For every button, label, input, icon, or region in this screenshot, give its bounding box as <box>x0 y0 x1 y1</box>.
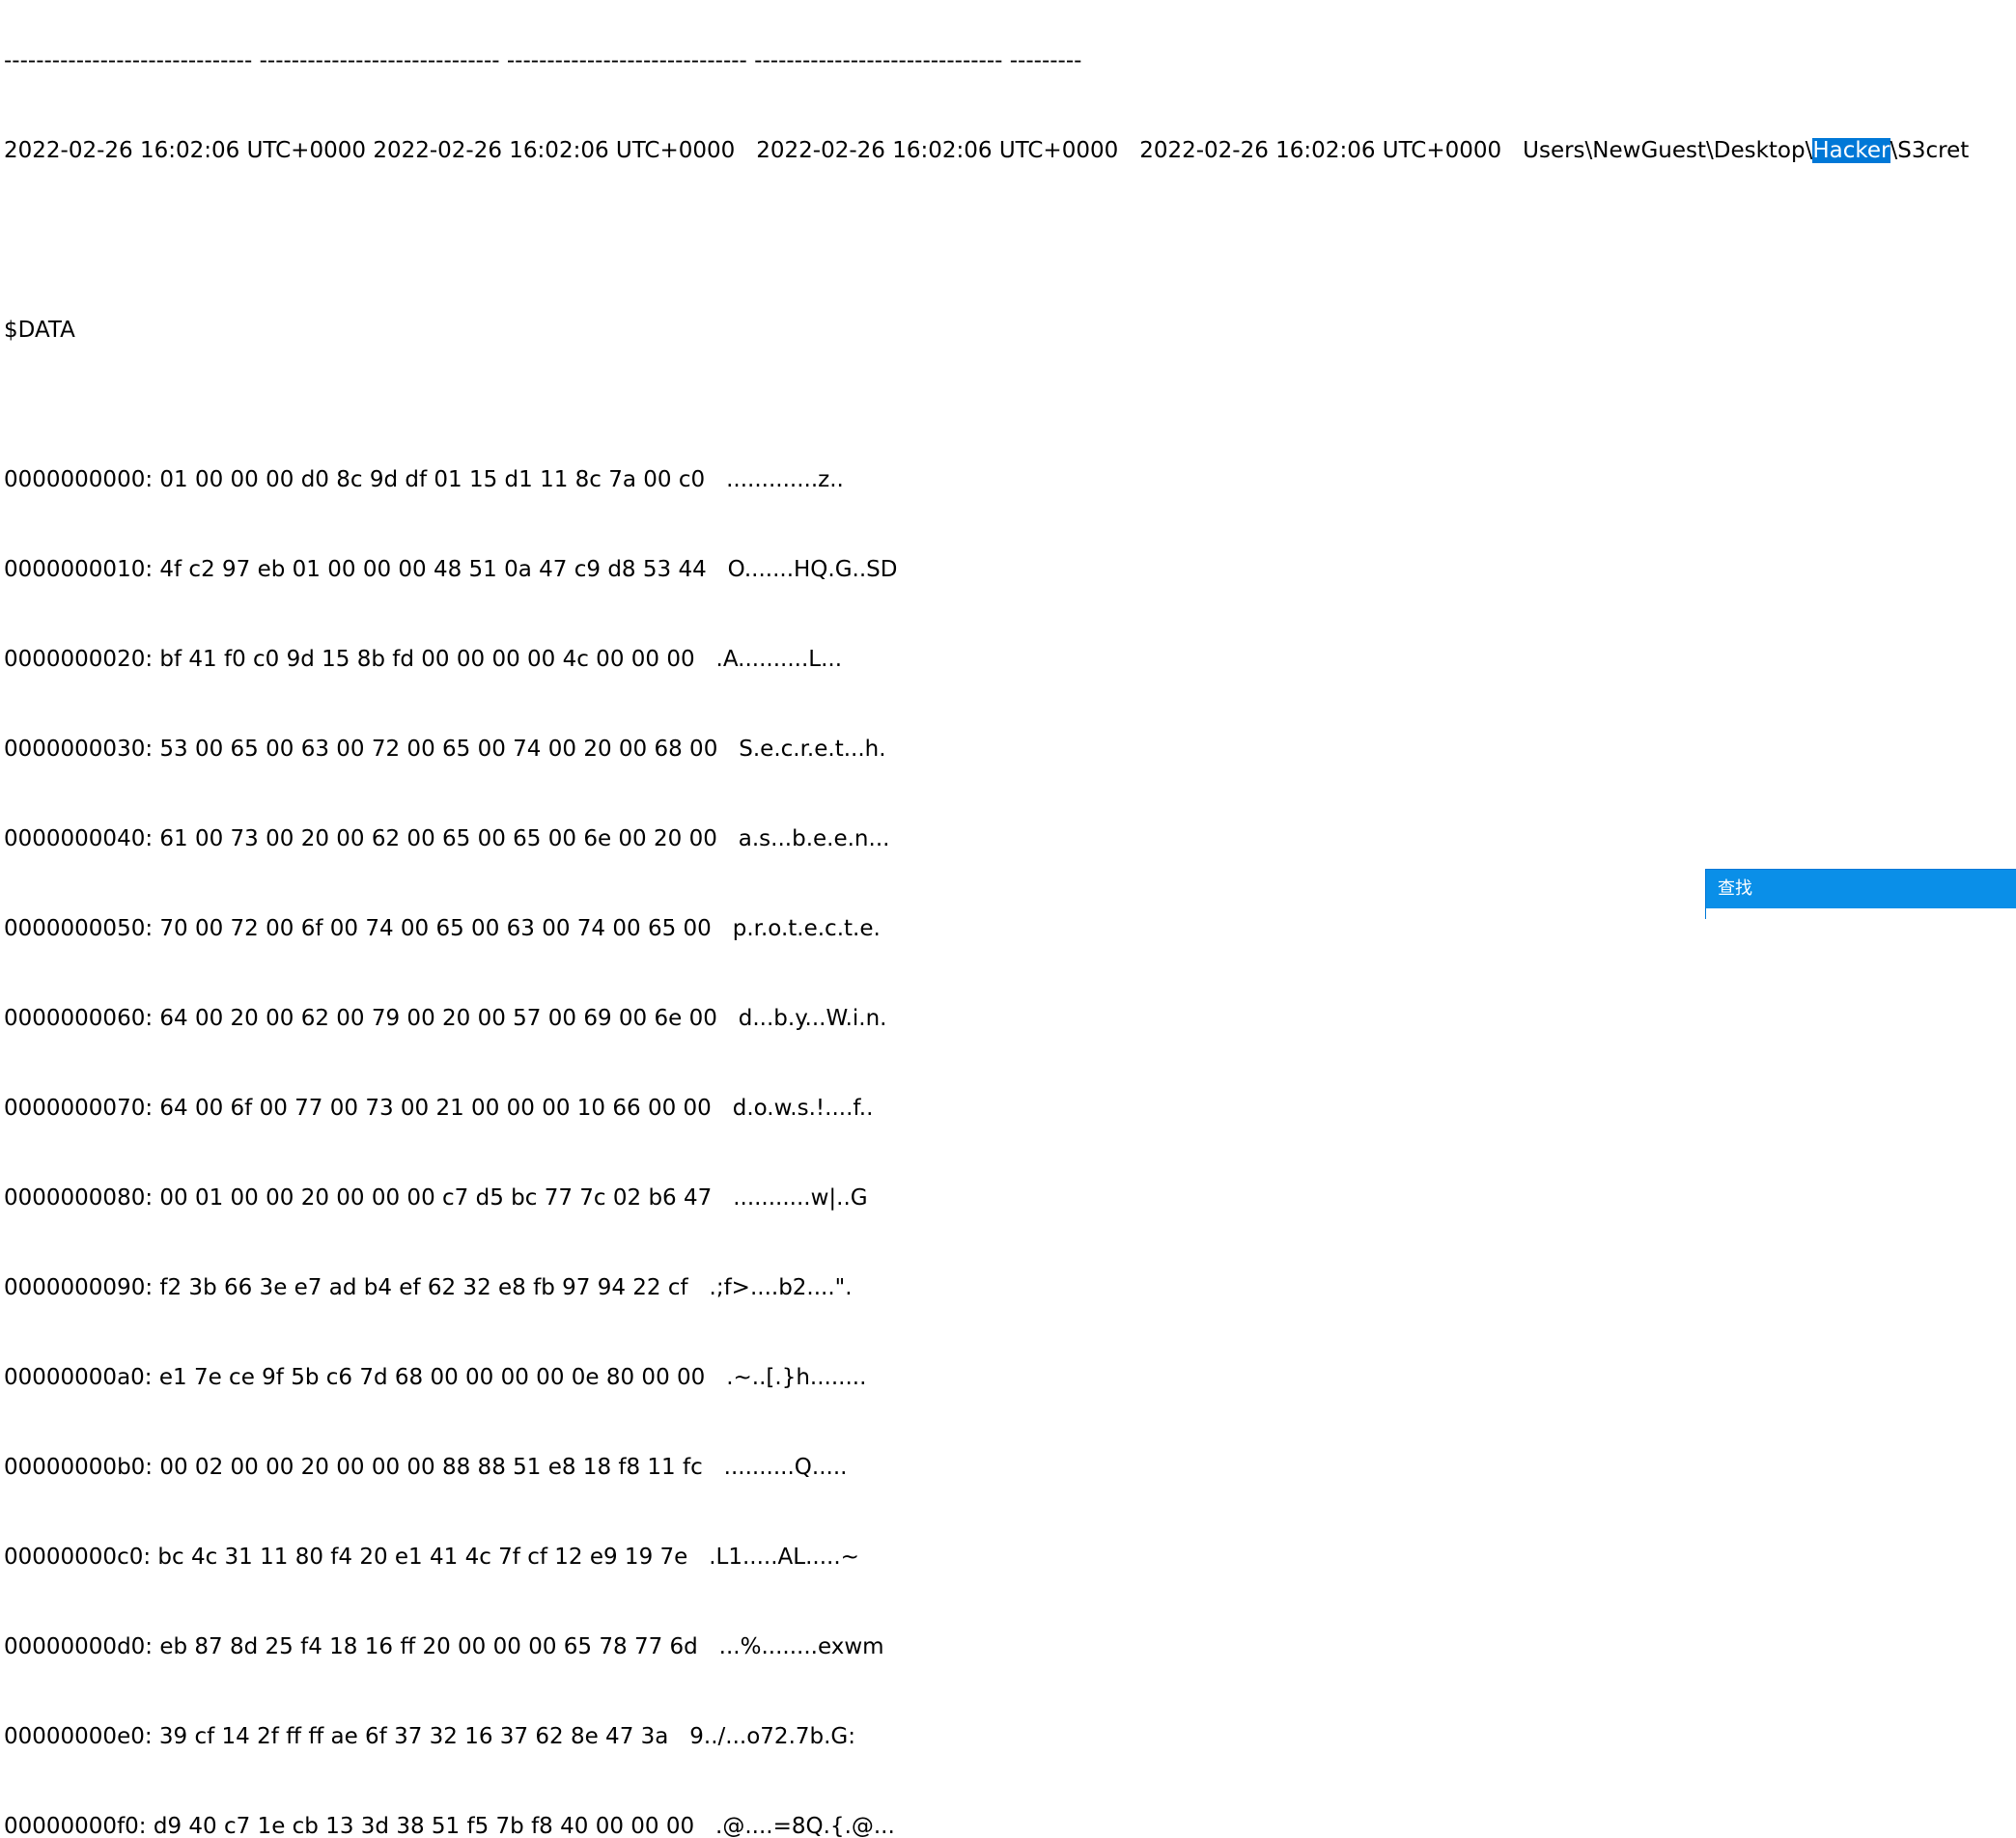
hex-line: 00000000a0: e1 7e ce 9f 5b c6 7d 68 00 0… <box>4 1365 867 1390</box>
hex-line: 0000000070: 64 00 6f 00 77 00 73 00 21 0… <box>4 1096 874 1121</box>
timestamp-created: 2022-02-26 16:02:06 UTC+0000 <box>4 138 366 163</box>
file-path-suffix: \S3cret <box>1890 138 1970 163</box>
hex-line: 00000000c0: bc 4c 31 11 80 f4 20 e1 41 4… <box>4 1545 859 1570</box>
find-dialog[interactable]: 查找 <box>1705 869 2016 919</box>
hex-dump: 0000000000: 01 00 00 00 d0 8c 9d df 01 1… <box>4 405 2016 1838</box>
hex-line: 0000000060: 64 00 20 00 62 00 79 00 20 0… <box>4 1006 887 1031</box>
file-record-line: 2022-02-26 16:02:06 UTC+0000 2022-02-26 … <box>4 136 2016 166</box>
file-path-prefix: Users\NewGuest\Desktop\ <box>1523 138 1813 163</box>
blank-line <box>4 226 2016 256</box>
hex-line: 0000000020: bf 41 f0 c0 9d 15 8b fd 00 0… <box>4 647 843 672</box>
hex-line: 00000000b0: 00 02 00 00 20 00 00 00 88 8… <box>4 1455 848 1480</box>
hex-line: 0000000000: 01 00 00 00 d0 8c 9d df 01 1… <box>4 467 844 492</box>
hex-line: 0000000040: 61 00 73 00 20 00 62 00 65 0… <box>4 826 890 851</box>
hex-line: 0000000030: 53 00 65 00 63 00 72 00 65 0… <box>4 737 886 762</box>
timestamp-mft-altered: 2022-02-26 16:02:06 UTC+0000 <box>756 138 1119 163</box>
find-dialog-title[interactable]: 查找 <box>1706 870 2016 908</box>
column-separator-line: ------------------------------- --------… <box>4 48 1082 73</box>
hex-line: 00000000e0: 39 cf 14 2f ff ff ae 6f 37 3… <box>4 1724 855 1749</box>
hex-line: 0000000090: f2 3b 66 3e e7 ad b4 ef 62 3… <box>4 1275 853 1300</box>
timestamp-accessed: 2022-02-26 16:02:06 UTC+0000 <box>1139 138 1502 163</box>
hex-line: 00000000d0: eb 87 8d 25 f4 18 16 ff 20 0… <box>4 1634 884 1659</box>
hex-line: 0000000080: 00 01 00 00 20 00 00 00 c7 d… <box>4 1185 868 1211</box>
timestamp-modified: 2022-02-26 16:02:06 UTC+0000 <box>373 138 736 163</box>
hex-line: 00000000f0: d9 40 c7 1e cb 13 3d 38 51 f… <box>4 1814 895 1838</box>
search-highlight: Hacker <box>1812 138 1890 163</box>
data-attribute-header: $DATA <box>4 318 75 343</box>
hex-line: 0000000010: 4f c2 97 eb 01 00 00 00 48 5… <box>4 557 898 582</box>
